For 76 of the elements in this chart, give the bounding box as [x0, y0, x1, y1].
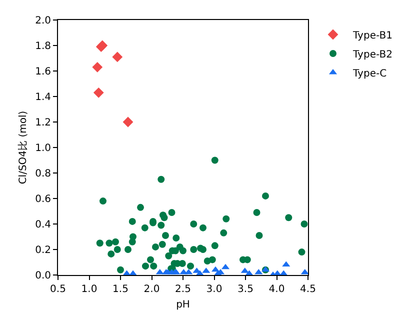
legend-label: Type-B2 — [352, 49, 392, 60]
point — [298, 248, 306, 256]
point — [141, 224, 148, 232]
point — [187, 262, 194, 270]
point — [184, 268, 193, 274]
y-tick-label: 0.6 — [35, 194, 51, 205]
y-axis-title: Cl/SO4比 (mol) — [17, 110, 30, 184]
point — [100, 198, 106, 205]
point — [158, 240, 166, 248]
point — [165, 252, 172, 260]
point — [92, 62, 103, 72]
x-tick-label: 2.5 — [175, 284, 191, 295]
x-tick-label: 1.0 — [81, 284, 98, 295]
point — [93, 87, 104, 98]
x-tick-label: 0.5 — [50, 284, 66, 295]
point — [96, 240, 104, 247]
point — [190, 246, 198, 253]
legend-label: Type-C — [352, 68, 387, 80]
point — [156, 268, 164, 274]
point — [122, 116, 134, 128]
point — [158, 222, 165, 229]
point — [300, 268, 308, 274]
point — [142, 262, 149, 270]
point — [285, 214, 292, 222]
y-tick-label: 1.6 — [35, 66, 51, 78]
point — [282, 261, 290, 267]
point — [178, 260, 186, 268]
point — [117, 266, 124, 274]
y-tick-label: 2.0 — [35, 16, 51, 26]
point — [114, 246, 121, 253]
point — [160, 214, 168, 222]
y-tick-label: 1.8 — [35, 41, 51, 52]
point — [112, 238, 119, 246]
point — [137, 204, 144, 211]
y-tick-label: 1.0 — [35, 143, 51, 154]
x-tick-label: 3.0 — [206, 284, 222, 295]
y-tick-label: 0.8 — [35, 168, 51, 180]
point — [200, 224, 206, 232]
point — [108, 250, 115, 258]
point — [254, 268, 263, 274]
point — [147, 256, 154, 264]
point — [200, 246, 206, 253]
point — [152, 243, 159, 250]
point — [222, 215, 230, 222]
point — [124, 246, 132, 253]
y-tick-label: 0.2 — [35, 245, 51, 256]
x-tick-label: 4.5 — [300, 284, 316, 295]
point — [220, 229, 228, 236]
point — [162, 232, 169, 239]
point — [190, 220, 198, 228]
x-tick-label: 1.5 — [112, 284, 128, 295]
point — [172, 234, 180, 242]
y-tick-label: 0.4 — [35, 220, 51, 230]
point — [158, 176, 165, 183]
point — [208, 256, 216, 264]
point — [256, 232, 263, 239]
point — [112, 52, 123, 62]
point — [211, 242, 218, 250]
point — [128, 238, 136, 246]
point — [168, 209, 176, 216]
point — [106, 240, 113, 247]
y-tick-label: 1.2 — [35, 118, 51, 128]
point — [211, 156, 218, 164]
y-tick-label: 0.0 — [35, 270, 51, 282]
point — [300, 220, 308, 228]
point — [253, 209, 260, 216]
x-tick-label: 3.5 — [238, 284, 254, 295]
x-tick-label: 4.0 — [268, 284, 285, 295]
x-axis-title: pH — [176, 300, 190, 310]
point — [150, 262, 158, 270]
x-tick-label: 2.0 — [144, 284, 160, 295]
point — [180, 247, 186, 254]
y-tick-label: 1.4 — [35, 92, 51, 103]
point — [262, 192, 269, 200]
point — [128, 218, 136, 225]
legend-label: Type-B1 — [352, 30, 392, 42]
